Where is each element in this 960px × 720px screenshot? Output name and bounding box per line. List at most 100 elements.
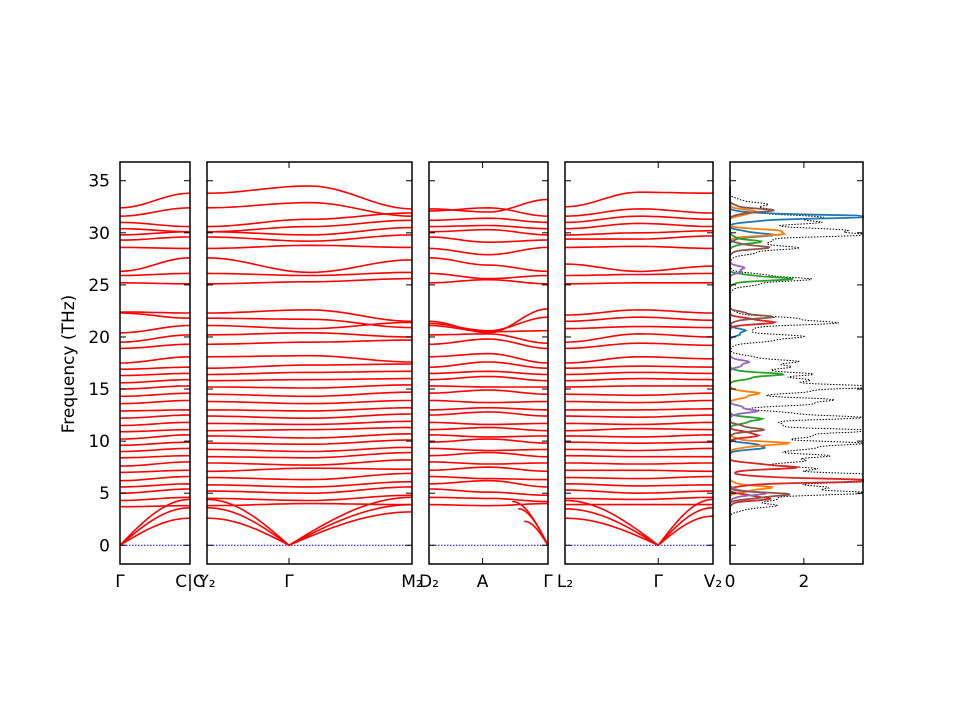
band-line [207,472,413,481]
panel-frame [564,161,714,565]
band-line [565,454,713,458]
band-line [120,483,191,488]
band-line [429,332,549,344]
band-line [429,447,549,452]
band-line [565,489,713,495]
band-line [207,486,413,495]
band-line [206,185,413,210]
y-tick-label: 15 [88,380,110,400]
band-line [565,441,713,444]
band-line [120,428,190,433]
band-line [119,257,191,273]
band-line [428,461,548,465]
band-line [206,271,412,277]
band-line [206,391,412,398]
x-tick-label: Γ [284,572,294,592]
band-line [120,282,190,285]
band-line [429,217,549,224]
band-line [119,192,191,209]
band-line [428,488,549,497]
band-line [429,198,549,213]
panel-frame [119,161,191,565]
band-line [207,317,413,329]
acoustic-band-line [512,500,549,546]
band-line [206,354,413,363]
x-tick-label: A [477,572,489,592]
band-line [207,384,412,389]
band-line [206,370,412,376]
band-line [119,475,191,482]
band-line [119,334,191,343]
band-line [565,325,713,330]
bands [206,185,413,547]
acoustic-band-line [564,517,659,547]
band-line [206,212,413,228]
band-line [120,227,191,233]
band-line [207,377,412,382]
y-tick-label: 35 [88,172,110,192]
x-tick-label: Y₂ [197,572,215,592]
band-line [564,342,713,350]
dos-frame [729,161,864,565]
band-line [428,475,548,481]
band-line [428,375,549,382]
acoustic-band-line [564,499,659,546]
band-line [120,366,190,370]
band-line [428,308,549,334]
y-tick-label: 20 [88,328,110,348]
band-line [119,343,190,350]
band-line [207,433,413,439]
band-line [429,434,548,438]
bands [119,192,191,546]
panel-frame [206,161,413,565]
band-line [119,414,190,419]
acoustic-band-line [657,498,714,546]
band-line [428,502,548,507]
band-line [120,434,190,440]
band-line [207,309,413,323]
band-line [564,399,713,404]
band-line [120,272,191,277]
band-line [565,414,713,419]
panel-3: D₂ A Γ [419,161,553,592]
band-line [120,385,191,390]
band-line [565,377,714,382]
x-tick-label: Γ [653,572,663,592]
band-line [565,245,713,250]
acoustic-band-line [288,496,413,546]
y-tick-label: 10 [88,432,110,452]
band-line [429,399,549,404]
band-line [429,278,548,285]
band-line [565,469,713,473]
band-line [428,451,548,458]
band-line [428,272,549,280]
acoustic-band-line [657,507,714,546]
band-line [120,392,191,398]
band-line [564,356,713,364]
acoustic-band-line [524,520,549,546]
band-line [565,496,714,501]
band-line [119,496,191,502]
band-line [206,201,413,217]
band-line [120,409,190,412]
band-line [119,324,191,334]
acoustic-band-line [206,507,290,546]
y-tick-label: 25 [88,276,110,296]
band-line [206,234,413,243]
x-tick-label: V₂ [704,572,722,592]
band-line [119,441,190,447]
band-line [207,426,412,432]
acoustic-band-line [119,517,191,546]
total-dos-curve [729,186,864,551]
band-line [564,309,713,316]
band-line [429,385,548,388]
band-line [565,272,714,277]
band-line [564,222,714,230]
band-line [119,421,190,427]
panel-frame [428,161,549,565]
band-line [119,221,191,228]
band-line [119,454,190,459]
band-line [206,480,413,488]
band-line [428,389,548,395]
